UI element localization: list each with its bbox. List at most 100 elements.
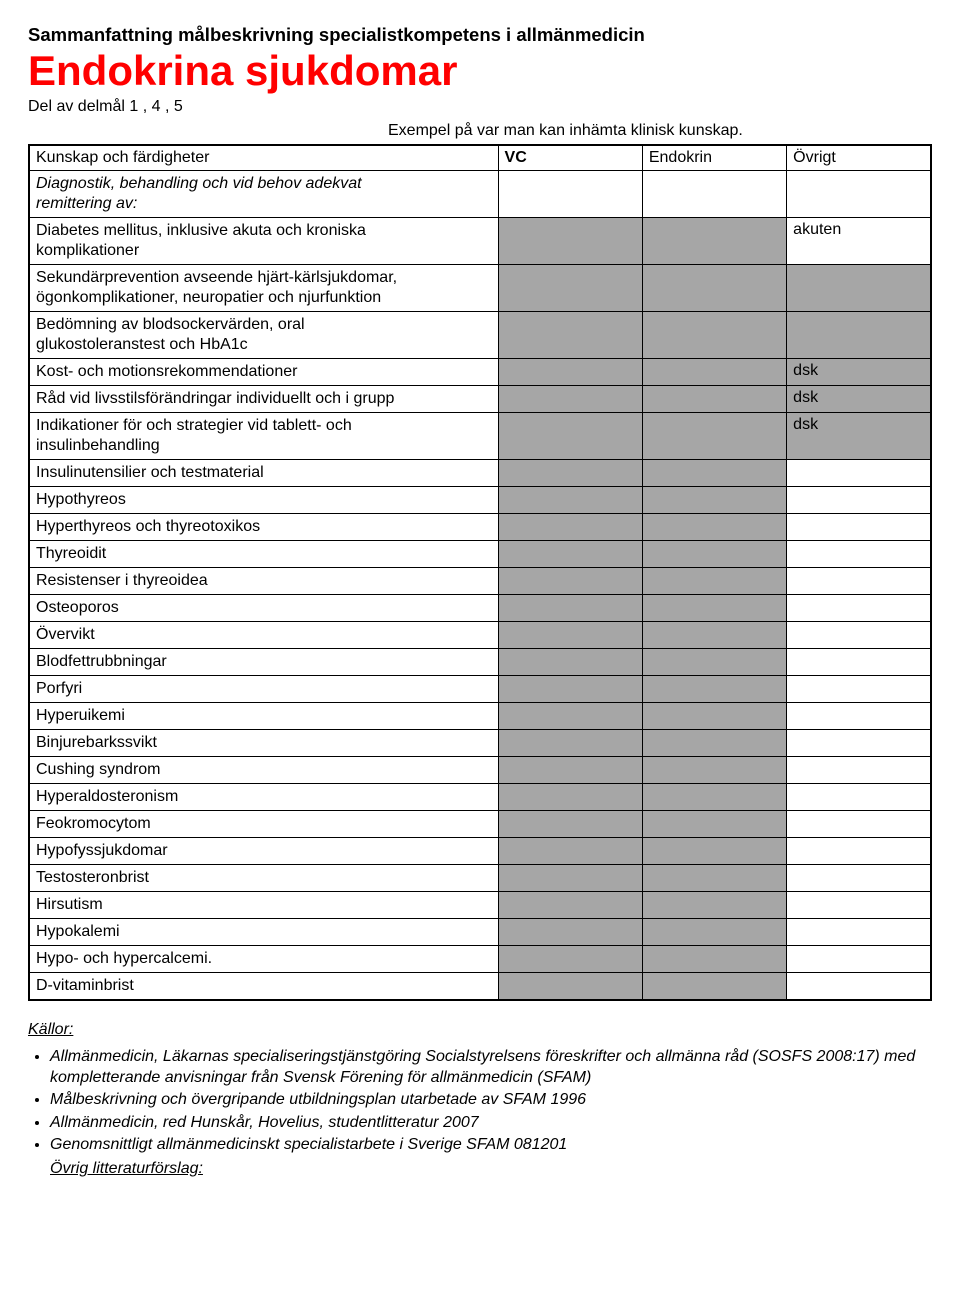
cell-endokrin <box>642 919 786 946</box>
sources: Källor: Allmänmedicin, Läkarnas speciali… <box>28 1021 932 1177</box>
row-label: Resistenser i thyreoidea <box>29 568 498 595</box>
cell-ovrigt <box>787 514 931 541</box>
row-label: Sekundärprevention avseende hjärt-kärlsj… <box>29 265 498 312</box>
cell-vc <box>498 359 642 386</box>
column-header: VC <box>498 145 642 171</box>
row-label: Feokromocytom <box>29 811 498 838</box>
cell-vc <box>498 595 642 622</box>
source-item: Målbeskrivning och övergripande utbildni… <box>50 1090 932 1110</box>
table-row: Sekundärprevention avseende hjärt-kärlsj… <box>29 265 931 312</box>
row-label: Cushing syndrom <box>29 757 498 784</box>
cell-endokrin <box>642 514 786 541</box>
cell-vc <box>498 649 642 676</box>
table-row: Binjurebarkssvikt <box>29 730 931 757</box>
cell-endokrin <box>642 386 786 413</box>
cell-ovrigt <box>787 460 931 487</box>
cell-endokrin <box>642 649 786 676</box>
cell-ovrigt <box>787 811 931 838</box>
table-row: Bedömning av blodsockervärden, oralgluko… <box>29 312 931 359</box>
cell-vc <box>498 892 642 919</box>
cell-ovrigt: akuten <box>787 218 931 265</box>
cell-ovrigt: dsk <box>787 386 931 413</box>
row-label: Blodfettrubbningar <box>29 649 498 676</box>
cell-endokrin <box>642 595 786 622</box>
cell-endokrin <box>642 622 786 649</box>
cell-endokrin <box>642 413 786 460</box>
empty-cell <box>642 171 786 218</box>
sources-heading: Källor: <box>28 1021 932 1039</box>
row-label: Hirsutism <box>29 892 498 919</box>
table-row: Hyperaldosteronism <box>29 784 931 811</box>
table-row: D-vitaminbrist <box>29 973 931 1001</box>
row-label: Binjurebarkssvikt <box>29 730 498 757</box>
table-row: Resistenser i thyreoidea <box>29 568 931 595</box>
cell-ovrigt <box>787 703 931 730</box>
table-row: Feokromocytom <box>29 811 931 838</box>
cell-ovrigt <box>787 865 931 892</box>
row-label: Kost- och motionsrekommendationer <box>29 359 498 386</box>
row-label: Hypothyreos <box>29 487 498 514</box>
cell-ovrigt <box>787 757 931 784</box>
row-label: Hyperthyreos och thyreotoxikos <box>29 514 498 541</box>
page-title: Endokrina sjukdomar <box>28 48 932 94</box>
row-label: Diabetes mellitus, inklusive akuta och k… <box>29 218 498 265</box>
cell-vc <box>498 487 642 514</box>
table-row: Kost- och motionsrekommendationerdsk <box>29 359 931 386</box>
table-row: Hypothyreos <box>29 487 931 514</box>
cell-vc <box>498 784 642 811</box>
cell-endokrin <box>642 892 786 919</box>
cell-endokrin <box>642 487 786 514</box>
cell-endokrin <box>642 568 786 595</box>
cell-ovrigt <box>787 568 931 595</box>
table-row: Hirsutism <box>29 892 931 919</box>
cell-endokrin <box>642 703 786 730</box>
cell-ovrigt <box>787 676 931 703</box>
cell-vc <box>498 865 642 892</box>
table-row: Hyperuikemi <box>29 703 931 730</box>
cell-vc <box>498 730 642 757</box>
source-item: Genomsnittligt allmänmedicinskt speciali… <box>50 1135 932 1155</box>
example-line: Exempel på var man kan inhämta klinisk k… <box>388 122 932 140</box>
cell-ovrigt <box>787 595 931 622</box>
table-row: Råd vid livsstilsförändringar individuel… <box>29 386 931 413</box>
cell-vc <box>498 460 642 487</box>
intro-row: Diagnostik, behandling och vid behov ade… <box>29 171 498 218</box>
table-row: Hypokalemi <box>29 919 931 946</box>
table-row: Cushing syndrom <box>29 757 931 784</box>
cell-ovrigt <box>787 919 931 946</box>
row-label: Thyreoidit <box>29 541 498 568</box>
competency-table: Kunskap och färdigheterVCEndokrinÖvrigtD… <box>28 144 932 1001</box>
cell-vc <box>498 919 642 946</box>
table-row: Porfyri <box>29 676 931 703</box>
cell-endokrin <box>642 838 786 865</box>
cell-ovrigt <box>787 730 931 757</box>
cell-vc <box>498 514 642 541</box>
cell-vc <box>498 413 642 460</box>
cell-ovrigt: dsk <box>787 413 931 460</box>
table-row: Indikationer för och strategier vid tabl… <box>29 413 931 460</box>
source-item: Allmänmedicin, red Hunskår, Hovelius, st… <box>50 1113 932 1133</box>
pretitle: Sammanfattning målbeskrivning specialist… <box>28 24 932 46</box>
cell-endokrin <box>642 541 786 568</box>
cell-endokrin <box>642 312 786 359</box>
cell-vc <box>498 622 642 649</box>
cell-ovrigt <box>787 312 931 359</box>
row-label: Bedömning av blodsockervärden, oralgluko… <box>29 312 498 359</box>
cell-endokrin <box>642 865 786 892</box>
row-label: Testosteronbrist <box>29 865 498 892</box>
row-label: Osteoporos <box>29 595 498 622</box>
table-row: Insulinutensilier och testmaterial <box>29 460 931 487</box>
cell-endokrin <box>642 676 786 703</box>
cell-vc <box>498 568 642 595</box>
row-label: Indikationer för och strategier vid tabl… <box>29 413 498 460</box>
cell-endokrin <box>642 460 786 487</box>
cell-endokrin <box>642 784 786 811</box>
cell-vc <box>498 838 642 865</box>
empty-cell <box>498 171 642 218</box>
column-header: Endokrin <box>642 145 786 171</box>
cell-ovrigt <box>787 946 931 973</box>
cell-ovrigt <box>787 892 931 919</box>
cell-vc <box>498 703 642 730</box>
cell-vc <box>498 946 642 973</box>
cell-vc <box>498 312 642 359</box>
